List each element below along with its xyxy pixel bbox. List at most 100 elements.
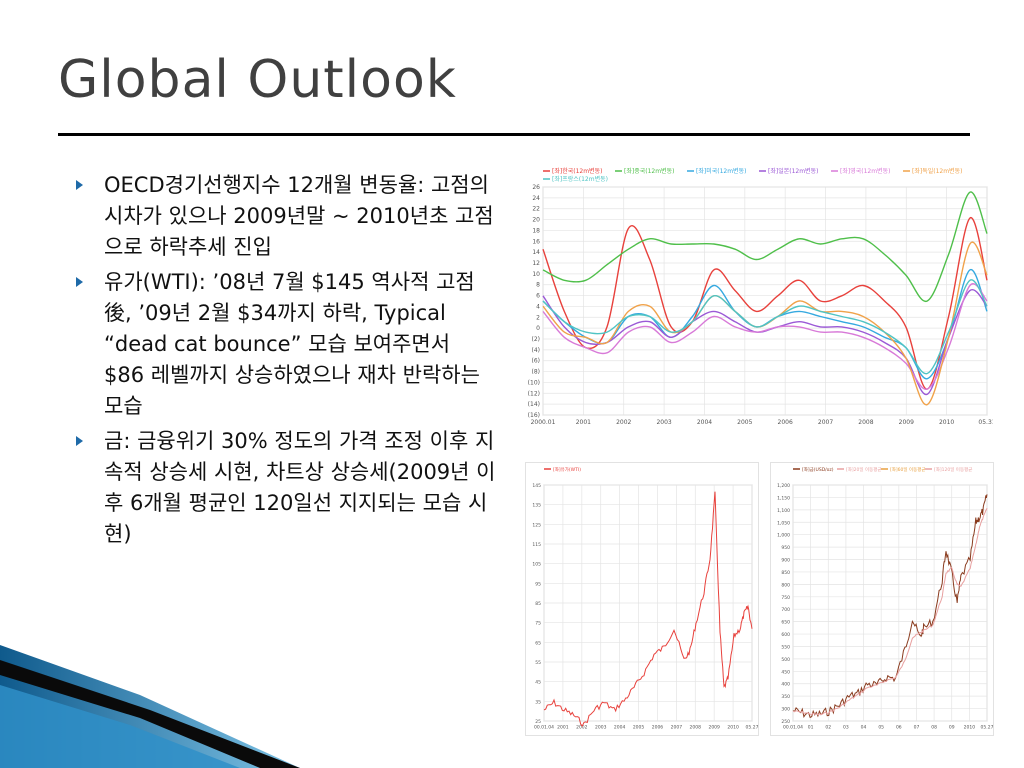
y-tick-label: 25 xyxy=(535,719,541,725)
x-tick-label: 02 xyxy=(825,725,831,731)
y-tick-label: (4) xyxy=(532,347,541,354)
legend-label: [좌]독일(12m변동) xyxy=(912,167,962,175)
plot-area xyxy=(542,186,988,416)
x-tick-label: 04 xyxy=(861,725,867,731)
series-line xyxy=(542,279,988,375)
y-tick-label: 95 xyxy=(535,581,541,587)
y-tick-label: 4 xyxy=(536,303,540,310)
y-tick-label: 550 xyxy=(781,644,790,650)
x-tick-label: 2007 xyxy=(818,419,833,426)
legend-label: [좌]한국(12m변동) xyxy=(552,167,602,175)
x-tick-label: 2006 xyxy=(778,419,793,426)
x-tick-label: 05 xyxy=(878,725,884,731)
title-underline xyxy=(58,133,970,136)
gold-chart-svg: 1,200 1,150 1,100 1,050 1,000 950 900 850 800 750… xyxy=(777,466,993,731)
y-tick-label: 1,150 xyxy=(777,495,790,501)
y-tick-label: 45 xyxy=(535,680,541,686)
y-tick-label: 1,050 xyxy=(777,520,790,526)
y-tick-label: 650 xyxy=(781,620,790,626)
x-tick-label: 2009 xyxy=(899,419,914,426)
x-tick-label: 2009 xyxy=(708,725,720,731)
y-tick-label: 900 xyxy=(781,558,790,564)
y-tick-label: 22 xyxy=(532,206,540,213)
oecd-leading-indicator-chart: 26 24 22 20 18 16 14 12 10 8 6 4 2 0 (2) (4) (6) (8) (10)(… xyxy=(523,165,996,435)
x-tick-label: 08 xyxy=(931,725,937,731)
y-tick-label: (10) xyxy=(528,379,540,386)
y-tick-label: 800 xyxy=(781,582,790,588)
y-tick-label: 12 xyxy=(532,260,540,267)
bullet-list: OECD경기선행지수 12개월 변동율: 고점의 시차가 있으나 2009년말 … xyxy=(76,170,496,554)
y-tick-label: (6) xyxy=(532,358,541,365)
x-tick-label: 2005 xyxy=(737,419,752,426)
y-tick-label: (12) xyxy=(528,390,540,397)
y-tick-label: 2 xyxy=(536,314,540,321)
bullet-item: 금: 금융위기 30% 정도의 가격 조정 이후 지속적 상승세 시현, 차트상… xyxy=(76,426,496,550)
legend-label: [좌]유가(WTI) xyxy=(553,466,581,473)
x-tick-label: 2000.01 xyxy=(531,419,556,426)
decorative-swoosh xyxy=(0,645,300,768)
y-tick-label: 75 xyxy=(535,621,541,627)
legend-label: [좌]영국(12m변동) xyxy=(840,167,890,175)
y-tick-label: 1,200 xyxy=(777,483,790,489)
x-tick-label: 2006 xyxy=(652,725,664,731)
y-tick-label: 1,000 xyxy=(777,533,790,539)
x-tick-label: 03 xyxy=(843,725,849,731)
y-tick-label: 750 xyxy=(781,595,790,601)
x-tick-label: 2005 xyxy=(633,725,645,731)
bullet-arrow-icon xyxy=(76,436,83,446)
y-tick-label: 145 xyxy=(532,483,541,489)
legend-label: [좌]120일 이동평균 xyxy=(934,466,972,473)
legend-label: [좌]미국(12m변동) xyxy=(696,167,746,175)
bullet-text: OECD경기선행지수 12개월 변동율: 고점의 시차가 있으나 2009년말 … xyxy=(104,173,494,259)
wti-oil-price-chart: 145 135 125 115 105 95 85 75 65 55 45 35 25 00.01.04 2… xyxy=(525,462,759,736)
x-tick-label: 07 xyxy=(914,725,920,731)
legend-label: [좌]프랑스(12m변동) xyxy=(552,175,608,183)
x-tick-label: 05.27 xyxy=(981,725,993,731)
x-tick-label: 2003 xyxy=(595,725,607,731)
x-tick-label: 2003 xyxy=(656,419,671,426)
legend-label: [좌]금(USD/oz) xyxy=(802,466,834,473)
legend-label: [좌]20일 이동평균 xyxy=(846,466,882,473)
x-tick-label: 2004 xyxy=(614,725,626,731)
series-line xyxy=(792,507,988,716)
y-tick-label: 105 xyxy=(532,562,541,568)
slide-title: Global Outlook xyxy=(58,50,457,110)
y-tick-label: 10 xyxy=(532,271,540,278)
x-tick-label: 05.27 xyxy=(746,725,758,731)
legend-label: [좌]중국(12m변동) xyxy=(624,167,674,175)
y-tick-label: 85 xyxy=(535,601,541,607)
x-tick-label: 00.01.04 xyxy=(783,725,803,731)
y-tick-label: 35 xyxy=(535,699,541,705)
y-tick-label: 115 xyxy=(532,542,541,548)
series-line xyxy=(542,283,988,390)
legend-label: [좌]60일 이동평균 xyxy=(890,466,926,473)
x-tick-label: 09 xyxy=(949,725,955,731)
oecd-chart-svg: 26242220181614121086420(2)(4)(6)(8)(10)(… xyxy=(528,167,996,426)
y-tick-label: 700 xyxy=(781,607,790,613)
y-tick-label: (8) xyxy=(532,369,541,376)
y-tick-label: 350 xyxy=(781,694,790,700)
plot-area xyxy=(792,484,988,722)
y-tick-label: 24 xyxy=(532,195,540,202)
series-line xyxy=(542,217,988,390)
y-tick-label: 400 xyxy=(781,682,790,688)
y-tick-label: 950 xyxy=(781,545,790,551)
series-line xyxy=(792,494,988,719)
y-tick-label: 250 xyxy=(781,719,790,725)
y-tick-label: (2) xyxy=(532,336,541,343)
series-line xyxy=(543,491,753,727)
x-tick-label: 01 xyxy=(808,725,814,731)
y-tick-label: 14 xyxy=(532,249,540,256)
bullet-item: OECD경기선행지수 12개월 변동율: 고점의 시차가 있으나 2009년말 … xyxy=(76,170,496,263)
bullet-arrow-icon xyxy=(76,180,83,190)
swoosh-dark xyxy=(0,660,300,768)
y-tick-label: 500 xyxy=(781,657,790,663)
bullet-text: 금: 금융위기 30% 정도의 가격 조정 이후 지속적 상승세 시현, 차트상… xyxy=(104,429,496,546)
x-tick-label: 2007 xyxy=(671,725,683,731)
series-line xyxy=(542,191,988,302)
y-tick-label: 300 xyxy=(781,707,790,713)
y-tick-label: 16 xyxy=(532,238,540,245)
y-tick-label: 26 xyxy=(532,184,540,191)
x-tick-label: 2010 xyxy=(939,419,954,426)
